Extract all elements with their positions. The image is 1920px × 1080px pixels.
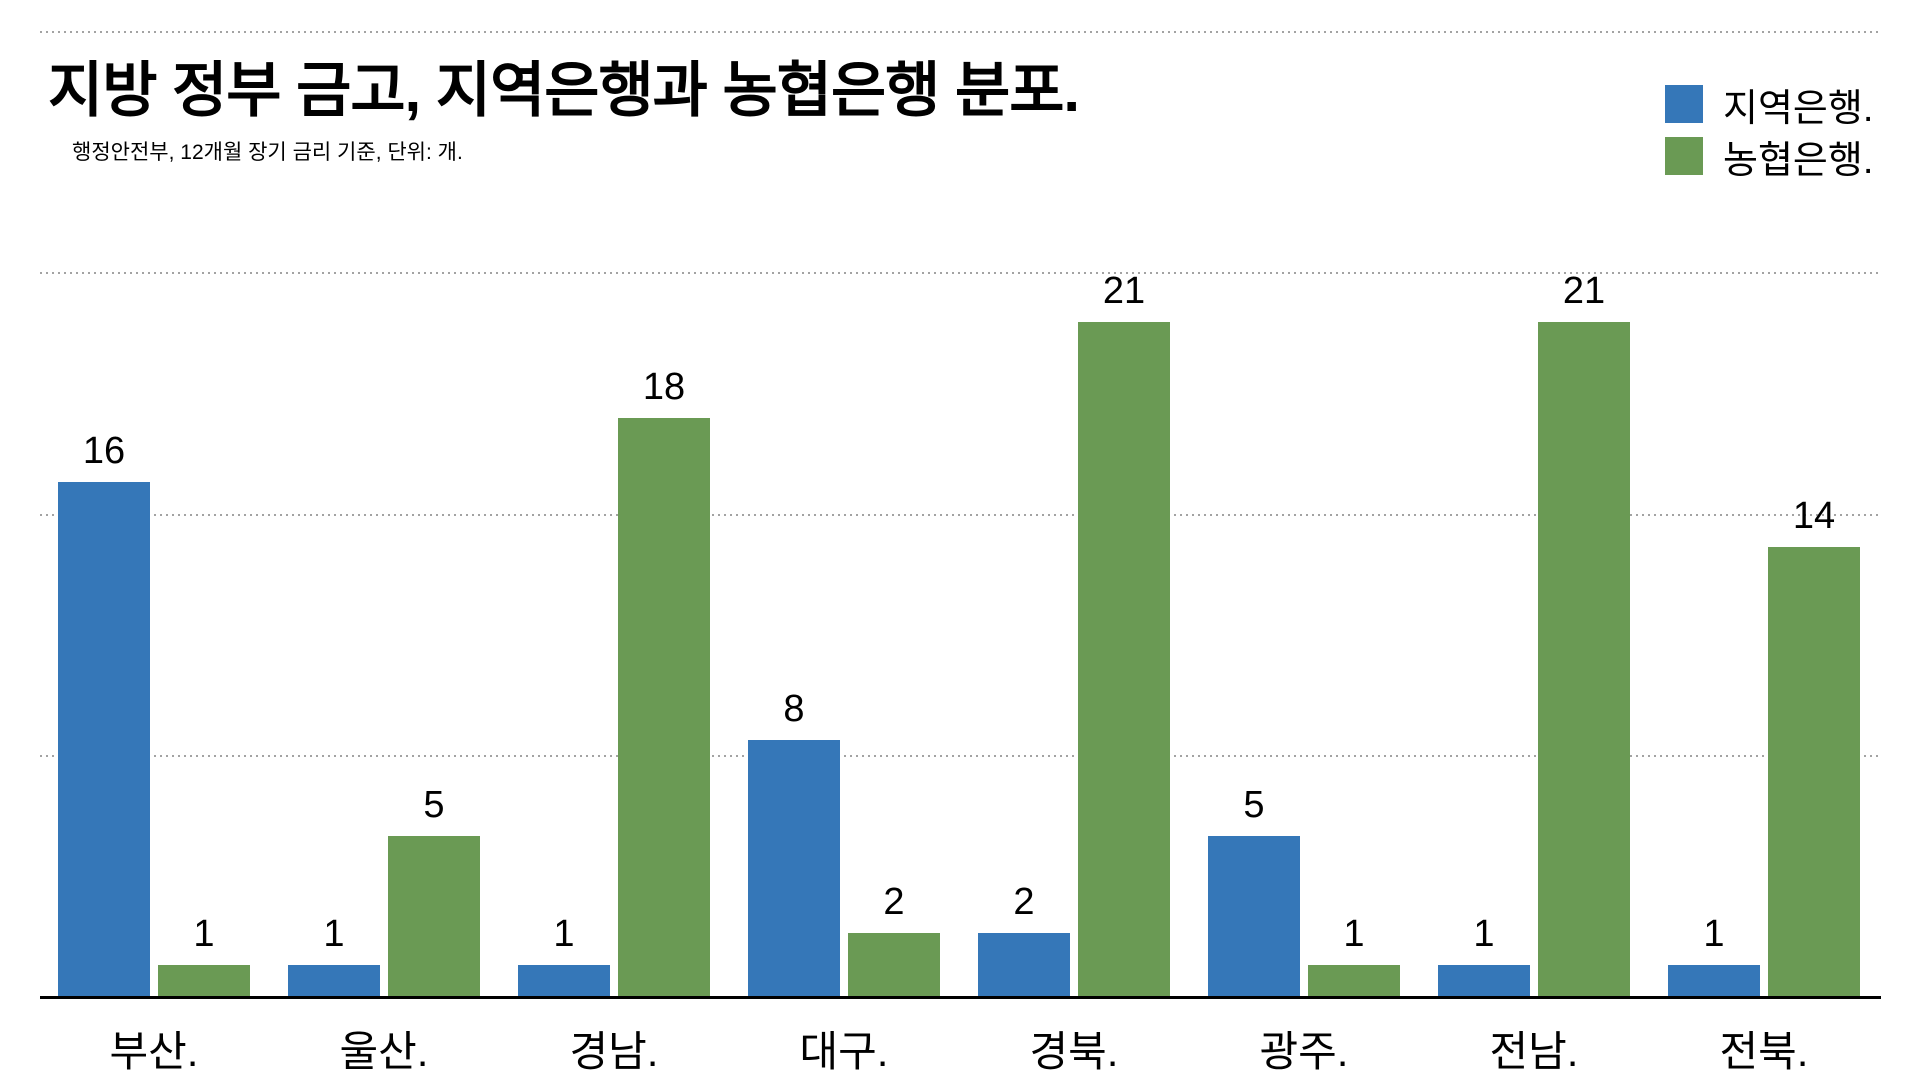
x-axis-label: 경남.: [569, 1028, 659, 1075]
gridline: [40, 31, 1881, 33]
bar-series1-cat4: [748, 739, 840, 997]
bar-series2-cat7: [1538, 321, 1630, 997]
legend-swatch-blue-icon: [1665, 85, 1703, 123]
bar-series2-cat4: [848, 932, 940, 997]
bar-value-label: 1: [1343, 912, 1365, 955]
bar-value-label: 2: [883, 880, 905, 923]
legend-item-nonghyup-bank: 농협은행.: [1665, 137, 1873, 182]
bar-value-label: 21: [1102, 269, 1146, 312]
x-axis-label: 경북.: [1029, 1028, 1119, 1075]
bar-value-label: 1: [1473, 912, 1495, 955]
x-axis-label: 울산.: [339, 1028, 429, 1075]
legend-label-regional-bank: 지역은행.: [1723, 87, 1874, 130]
bar-value-label: 8: [783, 687, 805, 730]
bar-series1-cat6: [1208, 836, 1300, 997]
legend-item-regional-bank: 지역은행.: [1665, 85, 1873, 130]
bar-value-label: 2: [1013, 880, 1035, 923]
legend: 지역은행. 농협은행.: [1665, 85, 1873, 189]
bar-value-label: 18: [642, 366, 686, 408]
bar-series1-cat5: [978, 932, 1070, 997]
gridline: [40, 272, 1881, 275]
bar-series2-cat2: [388, 836, 480, 997]
bar-value-label: 5: [1243, 784, 1265, 827]
chart-title: 지방 정부 금고, 지역은행과 농협은행 분포.: [48, 57, 1080, 124]
bar-series1-cat2: [288, 964, 380, 997]
x-axis-label: 전남.: [1489, 1028, 1579, 1075]
gridline: [40, 754, 1881, 757]
bar-value-label: 1: [323, 912, 345, 955]
x-axis-label: 대구.: [799, 1028, 889, 1075]
bar-series1-cat8: [1668, 964, 1760, 997]
bar-series1-cat1: [58, 482, 150, 997]
legend-swatch-green-icon: [1665, 137, 1703, 175]
bar-series2-cat3: [618, 418, 710, 997]
bar-value-label: 1: [193, 912, 215, 955]
x-axis-label: 광주.: [1259, 1028, 1349, 1075]
bar-series2-cat6: [1308, 964, 1400, 997]
bar-value-label: 14: [1792, 494, 1836, 537]
gridline: [40, 513, 1881, 516]
x-axis-label: 전북.: [1719, 1028, 1809, 1075]
x-axis-line: [40, 996, 1881, 999]
bar-value-label: 1: [1703, 912, 1725, 955]
chart-subtitle: 행정안전부, 12개월 장기 금리 기준, 단위: 개.: [72, 141, 463, 164]
bar-series2-cat5: [1078, 321, 1170, 997]
bar-series1-cat7: [1438, 964, 1530, 997]
legend-label-nonghyup-bank: 농협은행.: [1723, 139, 1874, 182]
x-axis-label: 부산.: [109, 1028, 199, 1075]
bar-series2-cat1: [158, 964, 250, 997]
bar-value-label: 16: [82, 430, 126, 473]
bar-value-label: 1: [553, 912, 575, 955]
bar-value-label: 5: [423, 784, 445, 827]
bar-series2-cat8: [1768, 546, 1860, 997]
bar-series1-cat3: [518, 964, 610, 997]
bar-value-label: 21: [1562, 269, 1606, 312]
